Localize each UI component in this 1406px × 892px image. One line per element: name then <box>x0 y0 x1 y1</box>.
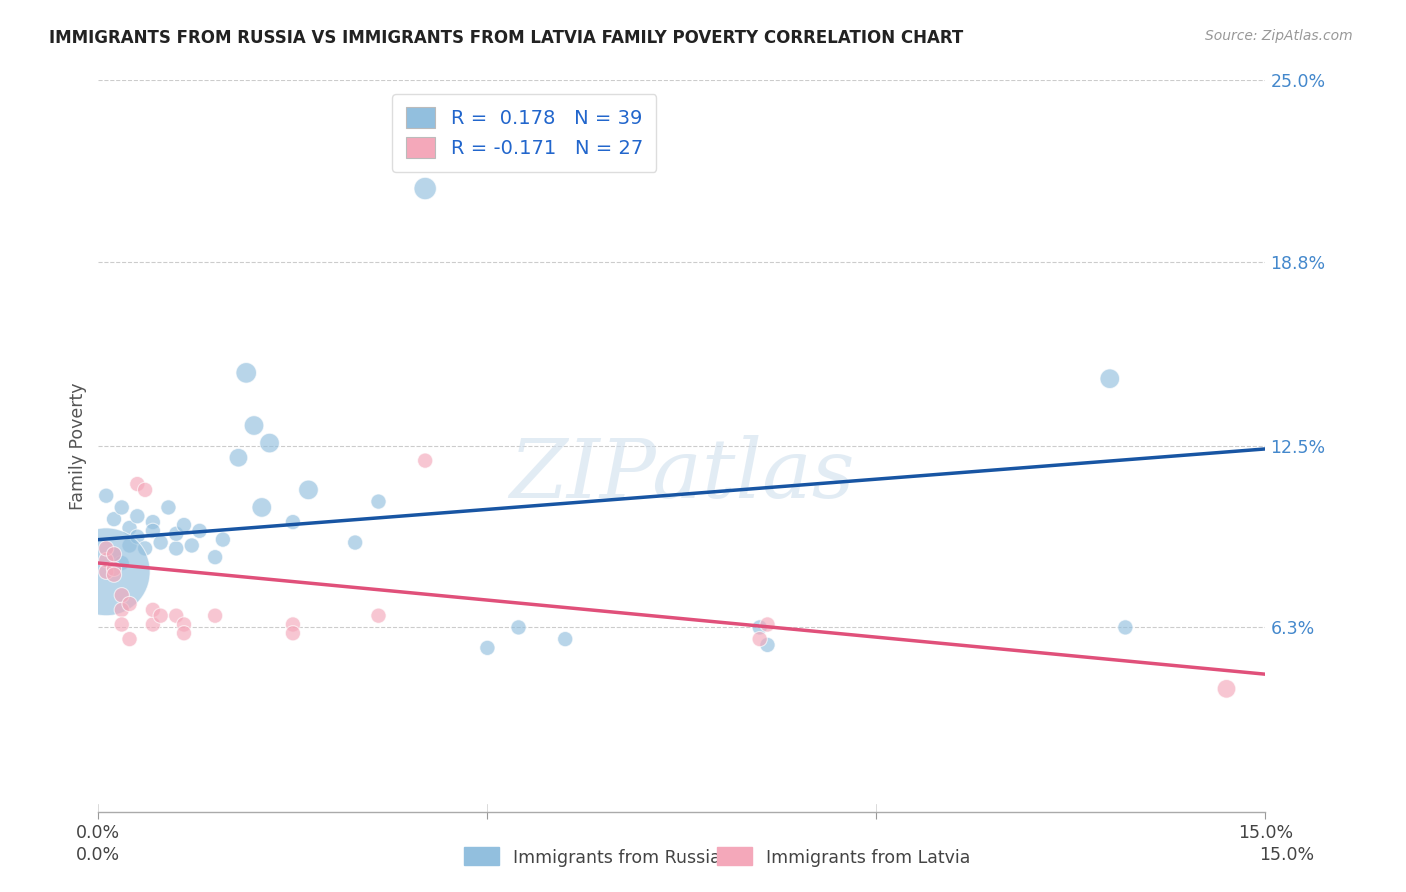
Point <box>118 539 141 553</box>
Point <box>188 524 211 538</box>
Point <box>96 489 118 503</box>
Point <box>127 530 149 544</box>
Text: Source: ZipAtlas.com: Source: ZipAtlas.com <box>1205 29 1353 43</box>
Point <box>204 608 226 623</box>
Point <box>142 515 165 529</box>
Point <box>142 603 165 617</box>
Point <box>118 632 141 646</box>
Point <box>118 597 141 611</box>
Point <box>235 366 257 380</box>
Point <box>142 524 165 538</box>
Point <box>103 547 125 561</box>
Point <box>554 632 576 646</box>
Point <box>477 640 499 655</box>
Point <box>111 603 134 617</box>
Text: Immigrants from Latvia: Immigrants from Latvia <box>766 849 970 867</box>
Point <box>367 494 389 508</box>
Point <box>1098 372 1121 386</box>
Text: 0.0%: 0.0% <box>76 846 121 863</box>
Point <box>748 632 770 646</box>
Point <box>96 541 118 556</box>
Point <box>111 588 134 602</box>
Point <box>173 518 195 533</box>
Point <box>173 617 195 632</box>
Point <box>111 556 134 570</box>
Point <box>165 526 187 541</box>
Point <box>748 620 770 634</box>
Point <box>96 565 118 579</box>
Point <box>142 617 165 632</box>
Point <box>243 418 266 433</box>
Point <box>134 483 156 497</box>
Point <box>413 181 436 195</box>
Point <box>281 626 304 640</box>
Point <box>111 617 134 632</box>
Point <box>297 483 319 497</box>
Point <box>212 533 235 547</box>
Point <box>204 550 226 565</box>
Point <box>367 608 389 623</box>
Point <box>134 541 156 556</box>
Point <box>103 567 125 582</box>
Point <box>103 547 125 561</box>
Point <box>344 535 367 549</box>
Point <box>508 620 530 634</box>
Point <box>259 436 281 450</box>
Point <box>173 626 195 640</box>
Point <box>1215 681 1237 696</box>
Point <box>165 608 187 623</box>
Point <box>413 453 436 467</box>
Point <box>281 515 304 529</box>
Point <box>756 617 779 632</box>
Point <box>1114 620 1136 634</box>
Point <box>96 553 118 567</box>
Point <box>165 541 187 556</box>
Legend: R =  0.178   N = 39, R = -0.171   N = 27: R = 0.178 N = 39, R = -0.171 N = 27 <box>392 94 657 172</box>
Point <box>149 535 172 549</box>
Point <box>228 450 250 465</box>
Point <box>103 512 125 526</box>
Point <box>157 500 180 515</box>
Text: Immigrants from Russia: Immigrants from Russia <box>513 849 721 867</box>
Point <box>111 500 134 515</box>
Text: 15.0%: 15.0% <box>1258 846 1315 863</box>
Point <box>149 608 172 623</box>
Text: IMMIGRANTS FROM RUSSIA VS IMMIGRANTS FROM LATVIA FAMILY POVERTY CORRELATION CHAR: IMMIGRANTS FROM RUSSIA VS IMMIGRANTS FRO… <box>49 29 963 46</box>
Point <box>281 617 304 632</box>
Point <box>103 562 125 576</box>
Point <box>127 477 149 491</box>
Y-axis label: Family Poverty: Family Poverty <box>69 383 87 509</box>
Text: ZIPatlas: ZIPatlas <box>509 435 855 516</box>
Point <box>756 638 779 652</box>
Point <box>96 565 118 579</box>
Point <box>118 521 141 535</box>
Point <box>250 500 273 515</box>
Point <box>127 509 149 524</box>
Point <box>180 539 202 553</box>
